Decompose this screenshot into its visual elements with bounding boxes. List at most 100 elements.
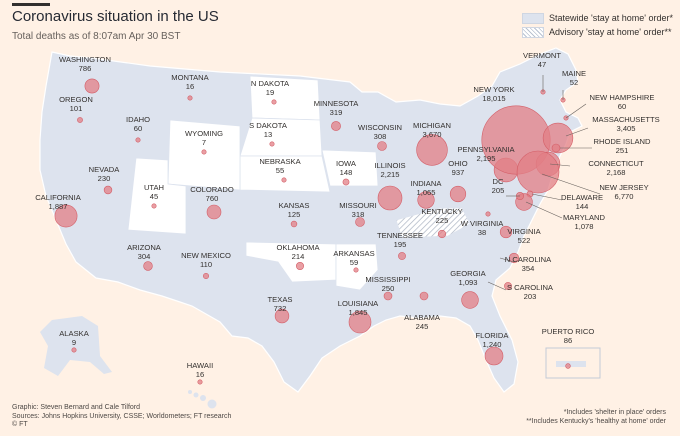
label-new-york: NEW YORK xyxy=(473,85,514,94)
bubble-florida xyxy=(484,346,504,366)
deaths-connecticut: 2,168 xyxy=(606,168,625,177)
bubble-massachusetts xyxy=(542,122,574,154)
bubble-oregon xyxy=(77,117,83,123)
label-maryland: MARYLAND xyxy=(563,213,606,222)
bubble-georgia xyxy=(461,291,479,309)
deaths-alabama: 245 xyxy=(416,322,429,331)
deaths-massachusetts: 3,405 xyxy=(616,124,635,133)
label-w-virginia: W VIRGINIA xyxy=(461,219,505,228)
label-s-carolina: S CAROLINA xyxy=(507,283,554,292)
footer-notes: *Includes 'shelter in place' orders **In… xyxy=(526,408,666,426)
label-tennessee: TENNESSEE xyxy=(377,231,423,240)
title-rule xyxy=(12,3,50,6)
label-new-hampshire: NEW HAMPSHIRE xyxy=(590,93,655,102)
deaths-w-virginia: 38 xyxy=(478,228,486,237)
label-ohio: OHIO xyxy=(448,159,468,168)
deaths-dc: 205 xyxy=(492,186,505,195)
deaths-missouri: 318 xyxy=(352,210,365,219)
bubble-ohio xyxy=(449,185,467,203)
deaths-new-jersey: 6,770 xyxy=(614,192,633,201)
bubble-indiana xyxy=(417,191,435,209)
deaths-virginia: 522 xyxy=(518,236,531,245)
label-iowa: IOWA xyxy=(336,159,357,168)
deaths-indiana: 1,065 xyxy=(416,188,435,197)
advisory-swatch xyxy=(522,26,544,38)
deaths-puerto-rico: 86 xyxy=(564,336,572,345)
deaths-oklahoma: 214 xyxy=(292,252,305,261)
label-alaska: ALASKA xyxy=(59,329,89,338)
bubble-virginia xyxy=(499,225,513,239)
bubble-s-dakota xyxy=(269,141,275,147)
footer-note-1: *Includes 'shelter in place' orders xyxy=(563,409,666,416)
label-alabama: ALABAMA xyxy=(404,313,441,322)
label-dc: DC xyxy=(493,177,504,186)
label-new-mexico: NEW MEXICO xyxy=(181,251,231,260)
label-arizona: ARIZONA xyxy=(127,243,162,252)
deaths-kansas: 125 xyxy=(288,210,301,219)
alaska-shape xyxy=(40,316,112,376)
deaths-new-hampshire: 60 xyxy=(618,102,626,111)
deaths-ohio: 937 xyxy=(452,168,465,177)
leader-lines xyxy=(487,75,601,291)
label-s-dakota: S DAKOTA xyxy=(249,121,288,130)
label-vermont: VERMONT xyxy=(523,51,561,60)
bubble-colorado xyxy=(206,204,222,220)
label-n-carolina: N CAROLINA xyxy=(505,255,552,264)
deaths-nebraska: 55 xyxy=(276,166,284,175)
label-california: CALIFORNIA xyxy=(35,193,82,202)
hawaii-shape xyxy=(188,390,217,409)
label-texas: TEXAS xyxy=(268,295,293,304)
state-utah-shape xyxy=(127,157,187,235)
bubble-california xyxy=(54,204,78,228)
label-puerto-rico: PUERTO RICO xyxy=(542,327,595,336)
legend-statewide-label: Statewide 'stay at home' order* xyxy=(549,13,674,23)
deaths-alaska: 9 xyxy=(72,338,76,347)
deaths-michigan: 3,670 xyxy=(422,130,441,139)
legend-statewide: Statewide 'stay at home' order* xyxy=(522,12,673,24)
label-michigan: MICHIGAN xyxy=(413,121,451,130)
deaths-rhode-island: 251 xyxy=(616,146,629,155)
bubble-wyoming xyxy=(201,149,207,155)
deaths-nevada: 230 xyxy=(98,174,111,183)
deaths-utah: 45 xyxy=(150,192,158,201)
label-virginia: VIRGINIA xyxy=(507,227,541,236)
label-wisconsin: WISCONSIN xyxy=(358,123,402,132)
bubble-minnesota xyxy=(331,121,341,131)
bubble-arkansas xyxy=(353,267,359,273)
label-mississippi: MISSISSIPPI xyxy=(365,275,410,284)
bubble-rhode-island xyxy=(551,143,561,153)
bubble-louisiana xyxy=(348,310,372,334)
bubble-mississippi xyxy=(383,291,393,301)
label-kansas: KANSAS xyxy=(279,201,310,210)
label-louisiana: LOUISIANA xyxy=(338,299,379,308)
label-rhode-island: RHODE ISLAND xyxy=(594,137,651,146)
deaths-tennessee: 195 xyxy=(394,240,407,249)
bubble-kansas xyxy=(290,220,298,228)
page-title: Coronavirus situation in the US xyxy=(12,8,219,25)
puerto-rico-box xyxy=(545,347,601,379)
deaths-illinois: 2,215 xyxy=(380,170,399,179)
deaths-montana: 16 xyxy=(186,82,194,91)
bubble-w-virginia xyxy=(485,211,491,217)
deaths-georgia: 1,093 xyxy=(458,278,477,287)
label-wyoming: WYOMING xyxy=(185,129,223,138)
deaths-new-mexico: 110 xyxy=(200,260,212,269)
deaths-wyoming: 7 xyxy=(202,138,206,147)
state-iowa-shape xyxy=(321,149,379,187)
label-colorado: COLORADO xyxy=(190,185,234,194)
state-wyoming-shape xyxy=(167,119,241,191)
bubble-washington xyxy=(84,78,100,94)
deaths-arkansas: 59 xyxy=(350,258,358,267)
footer-note-2: **Includes Kentucky's 'healthy at home' … xyxy=(526,418,666,425)
deaths-texas: 732 xyxy=(274,304,287,313)
bubble-hawaii xyxy=(197,379,203,385)
label-washington: WASHINGTON xyxy=(59,55,111,64)
bubble-n-dakota xyxy=(271,99,277,105)
deaths-s-dakota: 13 xyxy=(264,130,272,139)
bubble-s-carolina xyxy=(504,282,512,290)
statewide-swatch xyxy=(522,12,544,24)
bubble-new-mexico xyxy=(203,272,210,279)
bubble-oklahoma xyxy=(295,261,304,270)
bubble-michigan xyxy=(416,134,448,166)
